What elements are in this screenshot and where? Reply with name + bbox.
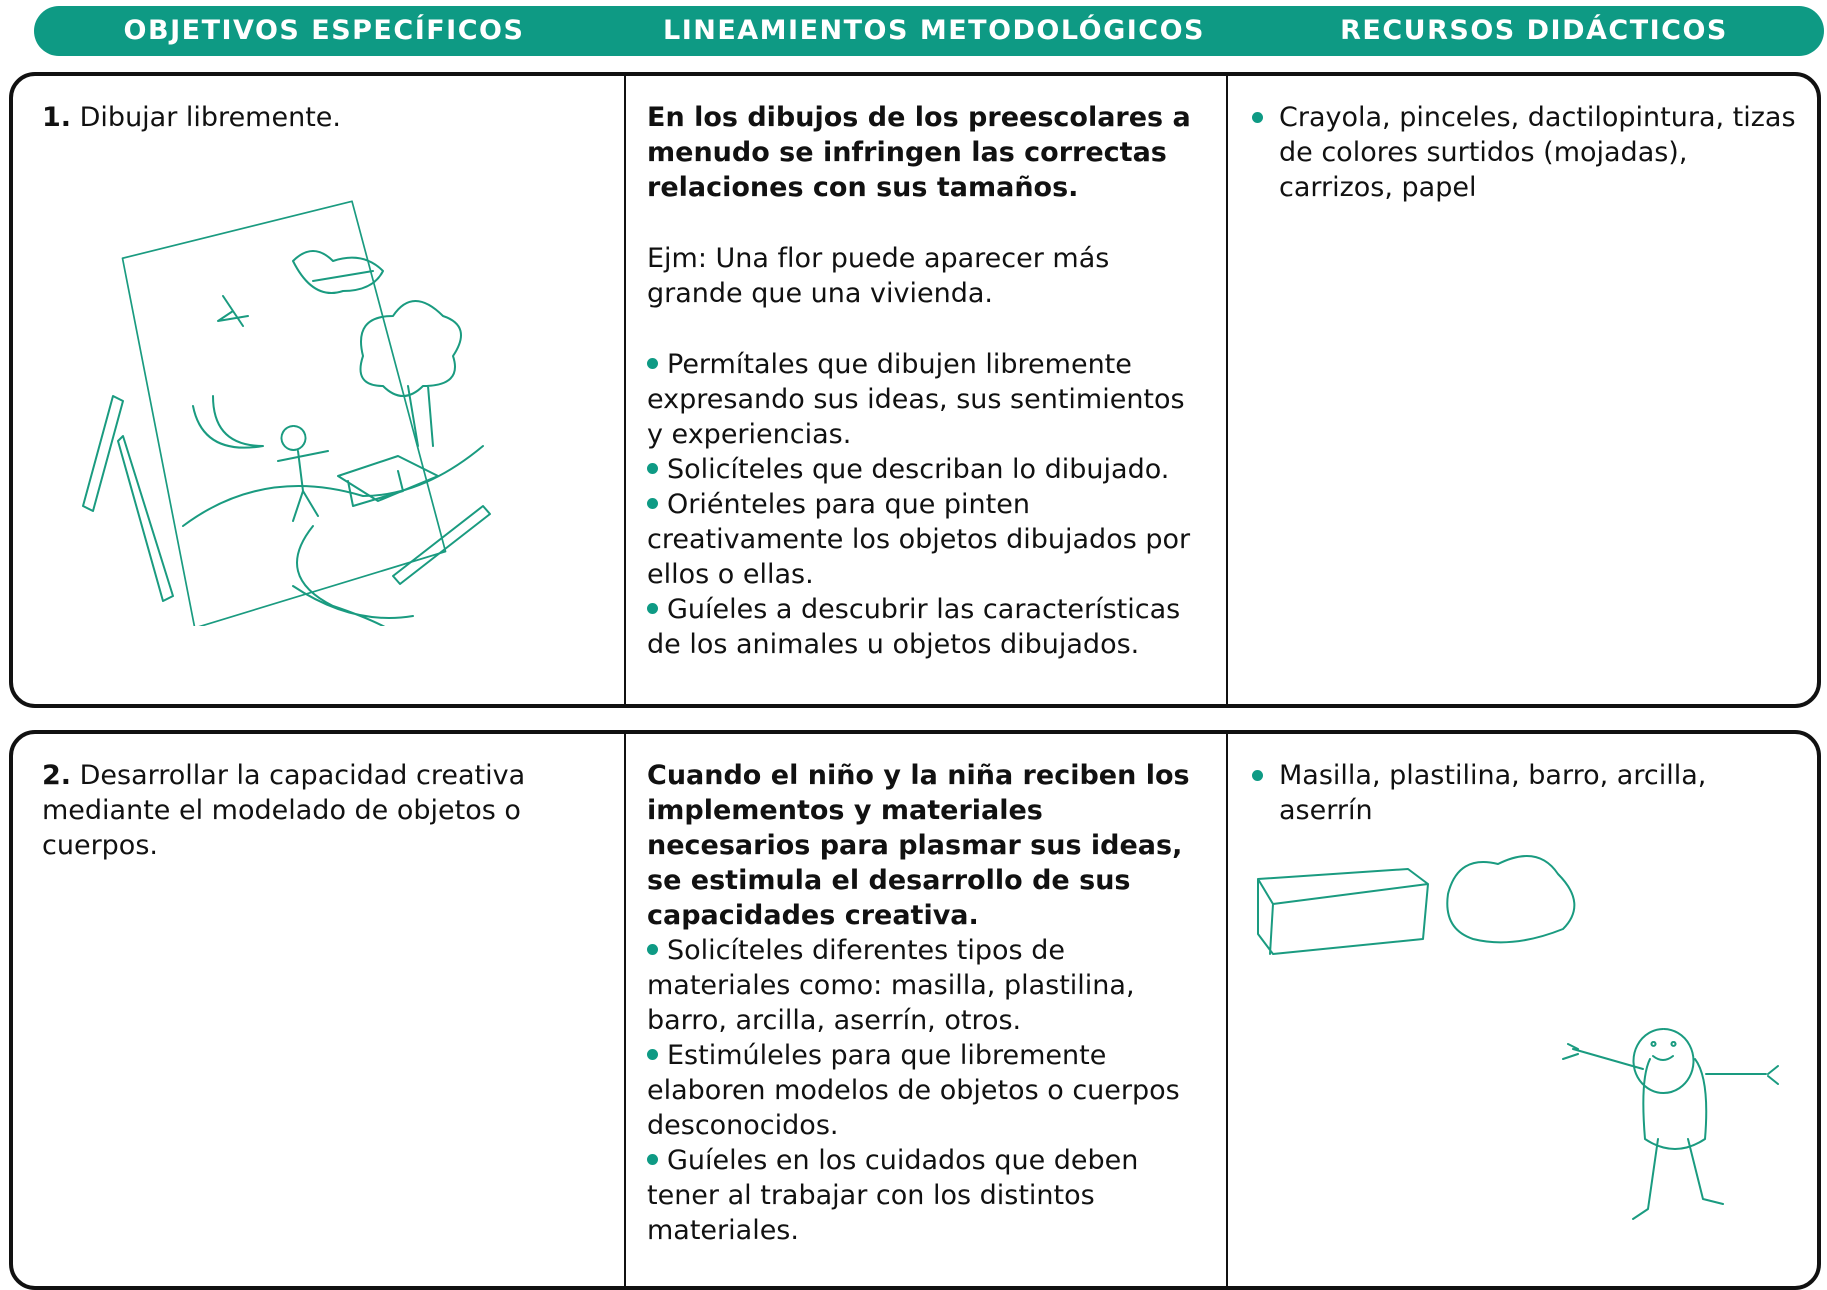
objective-number: 2.: [42, 760, 72, 791]
objective: 2. Desarrollar la capacidad creativa med…: [42, 758, 604, 863]
column-title: LINEAMIENTOS METODOLÓGICOS: [662, 15, 1206, 46]
methodology-example: Ejm: Una flor puede aparecer más grande …: [647, 243, 1110, 309]
methodology-lead: Cuando el niño y la niña reciben los imp…: [647, 760, 1190, 931]
bullet: Oriénteles para que pinten creativamente…: [647, 487, 1208, 592]
bullet: Guíeles a descubrir las características …: [647, 592, 1208, 662]
resources-list: Crayola, pinceles, dactilopintura, tizas…: [1252, 100, 1805, 205]
bullet: Solicíteles diferentes tipos de material…: [647, 933, 1208, 1038]
objective-text: Desarrollar la capacidad creativa median…: [42, 760, 526, 861]
objective: 1. Dibujar libremente.: [42, 100, 604, 135]
column-title: OBJETIVOS ESPECÍFICOS: [123, 15, 525, 46]
methodology-cell: En los dibujos de los preescolares a men…: [624, 76, 1226, 704]
objective-text: Dibujar libremente.: [79, 102, 341, 133]
bullet: Estimúleles para que libremente elaboren…: [647, 1038, 1208, 1143]
methodology-lead: En los dibujos de los preescolares a men…: [647, 102, 1191, 203]
resources-list: Masilla, plastilina, barro, arcilla, ase…: [1252, 758, 1805, 828]
bullet: Solicíteles que describan lo dibujado.: [647, 452, 1208, 487]
methodology-bullets: Permítales que dibujen libremente expres…: [647, 347, 1208, 662]
objective-cell: 1. Dibujar libremente.: [13, 76, 624, 704]
resources-cell: Crayola, pinceles, dactilopintura, tizas…: [1226, 76, 1821, 704]
objective-cell: 2. Desarrollar la capacidad creativa med…: [13, 734, 624, 1286]
bullet: Permítales que dibujen libremente expres…: [647, 347, 1208, 452]
page: {"header":{"columns":["OBJETIVOS ESPECÍF…: [0, 0, 1827, 1262]
row: 2. Desarrollar la capacidad creativa med…: [9, 730, 1821, 1290]
resource: Crayola, pinceles, dactilopintura, tizas…: [1252, 100, 1805, 205]
resources-cell: Masilla, plastilina, barro, arcilla, ase…: [1226, 734, 1821, 1286]
objective-number: 1.: [42, 102, 72, 133]
column-title: RECURSOS DIDÁCTICOS: [1340, 15, 1728, 46]
header-bar: OBJETIVOS ESPECÍFICOS LINEAMIENTOS METOD…: [34, 6, 1824, 56]
methodology-bullets: Solicíteles diferentes tipos de material…: [647, 933, 1208, 1248]
modeling-illustration: [1257, 855, 1779, 1220]
methodology-cell: Cuando el niño y la niña reciben los imp…: [624, 734, 1226, 1286]
drawing-illustration: [82, 200, 491, 626]
row: 1. Dibujar libremente. En los dibujos de…: [9, 72, 1821, 708]
resource: Masilla, plastilina, barro, arcilla, ase…: [1252, 758, 1805, 828]
bullet: Guíeles en los cuidados que deben tener …: [647, 1143, 1208, 1248]
